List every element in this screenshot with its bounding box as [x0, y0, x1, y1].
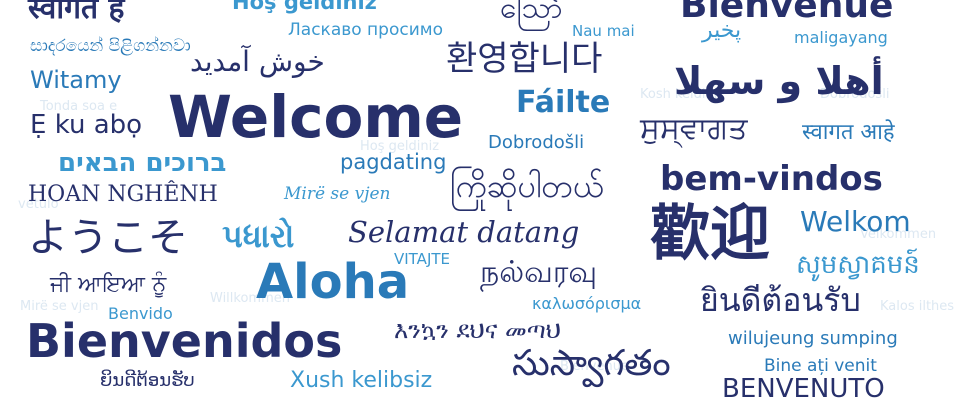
word-english: Welcome: [168, 83, 464, 151]
word-vietnamese: HOAN NGHÊNH: [28, 182, 218, 207]
word-sundanese: wilujeung sumping: [728, 328, 898, 349]
word-albanian: Mirë se vjen: [284, 184, 391, 204]
word-amharic: እንኳን ደህና መጣህ: [394, 316, 561, 344]
background-word: Mirë se vjen: [20, 299, 99, 314]
background-word: Kosh keldiniz: [640, 87, 725, 102]
word-pashto: پخیر: [702, 18, 742, 43]
word-yoruba: Ẹ ku abọ: [30, 110, 143, 140]
word-romanian: Bine ați venit: [764, 356, 877, 376]
background-word: Hoş geldiniz: [360, 139, 440, 154]
word-telugu: సుస్వాగతం: [512, 343, 671, 384]
word-irish: Fáilte: [516, 85, 611, 120]
word-hawaiian: Aloha: [256, 254, 410, 310]
word-japanese: ようこそ: [28, 215, 188, 261]
word-burmese: ကြိုဆိုပါတယ်: [450, 167, 604, 205]
word-slovak: VITAJTE: [394, 250, 451, 268]
word-spanish: Bienvenidos: [26, 314, 343, 368]
word-sinhala: සාදරයෙන් පිළිගන්නවා: [30, 36, 191, 56]
word-thai: ยินดีต้อนรับ: [700, 281, 861, 319]
word-filipino-maligayang: maligayang: [794, 28, 888, 47]
word-burmese-top: ဪ: [500, 0, 563, 26]
word-portuguese: bem-vindos: [660, 159, 883, 199]
word-croatian: Dobrodošli: [488, 132, 585, 153]
word-hebrew: ברוכים הבאים: [58, 148, 227, 178]
watermark-strip: [0, 0, 17, 400]
word-maori: Nau mai: [572, 22, 635, 40]
word-polish: Witamy: [30, 66, 122, 94]
word-punjabi: ਜੀ ਆਇਆ ਨੂੰ: [50, 272, 167, 297]
word-italian: BENVENUTO: [722, 374, 885, 400]
word-turkish: Hoş geldiniz: [232, 0, 377, 14]
background-word: Tonda soa e: [40, 99, 118, 114]
background-word: Dobrodošli: [820, 87, 890, 102]
watermark-id: #512613046: [0, 323, 2, 396]
background-word: Willkommen: [210, 291, 290, 306]
word-greek: καλωσόρισμα: [532, 294, 642, 313]
word-khmer: សូមស្វាគមន៍: [796, 250, 920, 280]
word-ukrainian: Ласкаво просимо: [288, 20, 443, 40]
word-punjabi-top: ਸੁਸ੍ਵਾਗਤ: [640, 111, 748, 146]
word-uzbek: Xush kelibsiz: [290, 368, 433, 393]
background-word: Velkommen: [860, 227, 937, 242]
word-arabic: أهلا و سهلا: [674, 59, 884, 103]
word-lao: ຍິນດີຕ້ອນຮັບ: [100, 370, 195, 391]
word-dutch: Welkom: [800, 205, 911, 238]
word-persian: خوش آمدید: [190, 45, 325, 78]
word-galician: Benvido: [108, 304, 173, 323]
word-hindi: स्वागत है: [28, 0, 125, 26]
word-chinese: 歡迎: [650, 199, 770, 269]
background-word: Bienvenue: [560, 359, 629, 374]
word-marathi: स्वागत आहे: [802, 120, 895, 145]
background-word: Kalos ilthes: [880, 299, 955, 314]
word-gujarati: પધારો: [222, 217, 295, 255]
word-korean: 환영합니다: [446, 39, 603, 79]
word-tamil: நல்வரவு: [480, 255, 598, 290]
word-french: Bienvenue: [680, 0, 894, 26]
background-word: vetulo: [18, 197, 59, 212]
word-malay: Selamat datang: [348, 215, 580, 249]
word-filipino-pagdating: pagdating: [340, 150, 447, 174]
